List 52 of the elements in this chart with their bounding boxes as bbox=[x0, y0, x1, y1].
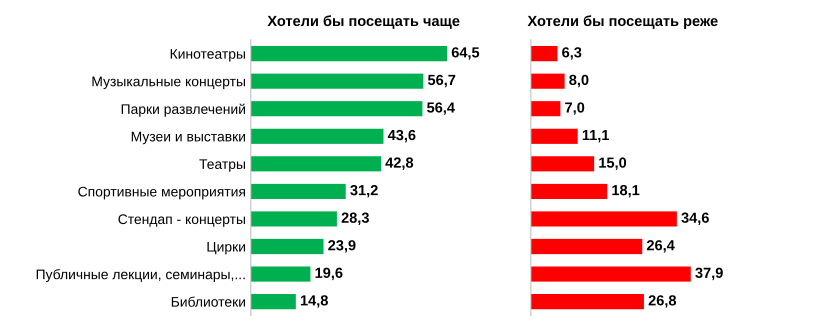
data-label: 56,4 bbox=[427, 102, 455, 115]
bar bbox=[530, 184, 608, 199]
chart-title: Хотели бы посещать чаще bbox=[267, 15, 460, 29]
data-label: 26,8 bbox=[648, 295, 676, 308]
data-label: 56,7 bbox=[428, 74, 456, 88]
y-tick-label: Парки развлечений bbox=[122, 104, 245, 117]
bar bbox=[530, 156, 594, 172]
data-label: 23,9 bbox=[328, 240, 356, 253]
data-label: 43,6 bbox=[388, 130, 416, 142]
bar bbox=[250, 74, 424, 89]
y-tick-label: Цирки bbox=[207, 242, 245, 254]
data-label: 7,0 bbox=[565, 102, 584, 115]
y-tick-label: Публичные лекции, семинары,... bbox=[36, 268, 245, 282]
data-label: 42,8 bbox=[385, 157, 414, 170]
data-label: 14,8 bbox=[300, 295, 328, 308]
data-label: 6,3 bbox=[562, 47, 582, 60]
y-tick-label: Кинотеатры bbox=[170, 49, 245, 62]
bar bbox=[530, 74, 565, 89]
y-tick-label: Стендап - концерты bbox=[118, 214, 245, 227]
y-tick-label: Музыкальные концерты bbox=[92, 76, 245, 90]
data-label: 28,3 bbox=[342, 212, 369, 225]
bar bbox=[530, 238, 642, 254]
data-label: 11,1 bbox=[582, 130, 610, 142]
data-label: 26,4 bbox=[646, 240, 675, 253]
bar bbox=[530, 294, 644, 310]
data-label: 15,0 bbox=[599, 157, 626, 170]
data-label: 8,0 bbox=[569, 74, 588, 88]
bar bbox=[530, 211, 677, 227]
bar bbox=[250, 156, 382, 172]
bar bbox=[530, 128, 578, 144]
bar bbox=[250, 266, 310, 282]
y-tick-label: Библиотеки bbox=[172, 296, 245, 307]
bar bbox=[250, 238, 324, 254]
bar bbox=[250, 46, 448, 62]
bar bbox=[530, 101, 560, 116]
data-label: 64,5 bbox=[452, 47, 480, 60]
data-label: 19,6 bbox=[316, 268, 342, 280]
y-tick-label: Музеи и выставки bbox=[132, 132, 245, 144]
data-label: 34,6 bbox=[681, 212, 709, 225]
bar bbox=[250, 128, 384, 144]
bar bbox=[250, 294, 296, 310]
bar bbox=[250, 101, 422, 116]
data-label: 18,1 bbox=[612, 184, 640, 198]
data-label: 31,2 bbox=[350, 184, 378, 198]
chart-title: Хотели бы посещать реже bbox=[528, 15, 718, 29]
bar bbox=[530, 266, 691, 282]
bar bbox=[250, 211, 337, 227]
y-tick-label: Театры bbox=[199, 159, 245, 172]
bar bbox=[530, 46, 558, 62]
y-tick-label: Спортивные мероприятия bbox=[78, 186, 245, 200]
bar bbox=[250, 184, 346, 199]
data-label: 37,9 bbox=[695, 268, 723, 280]
